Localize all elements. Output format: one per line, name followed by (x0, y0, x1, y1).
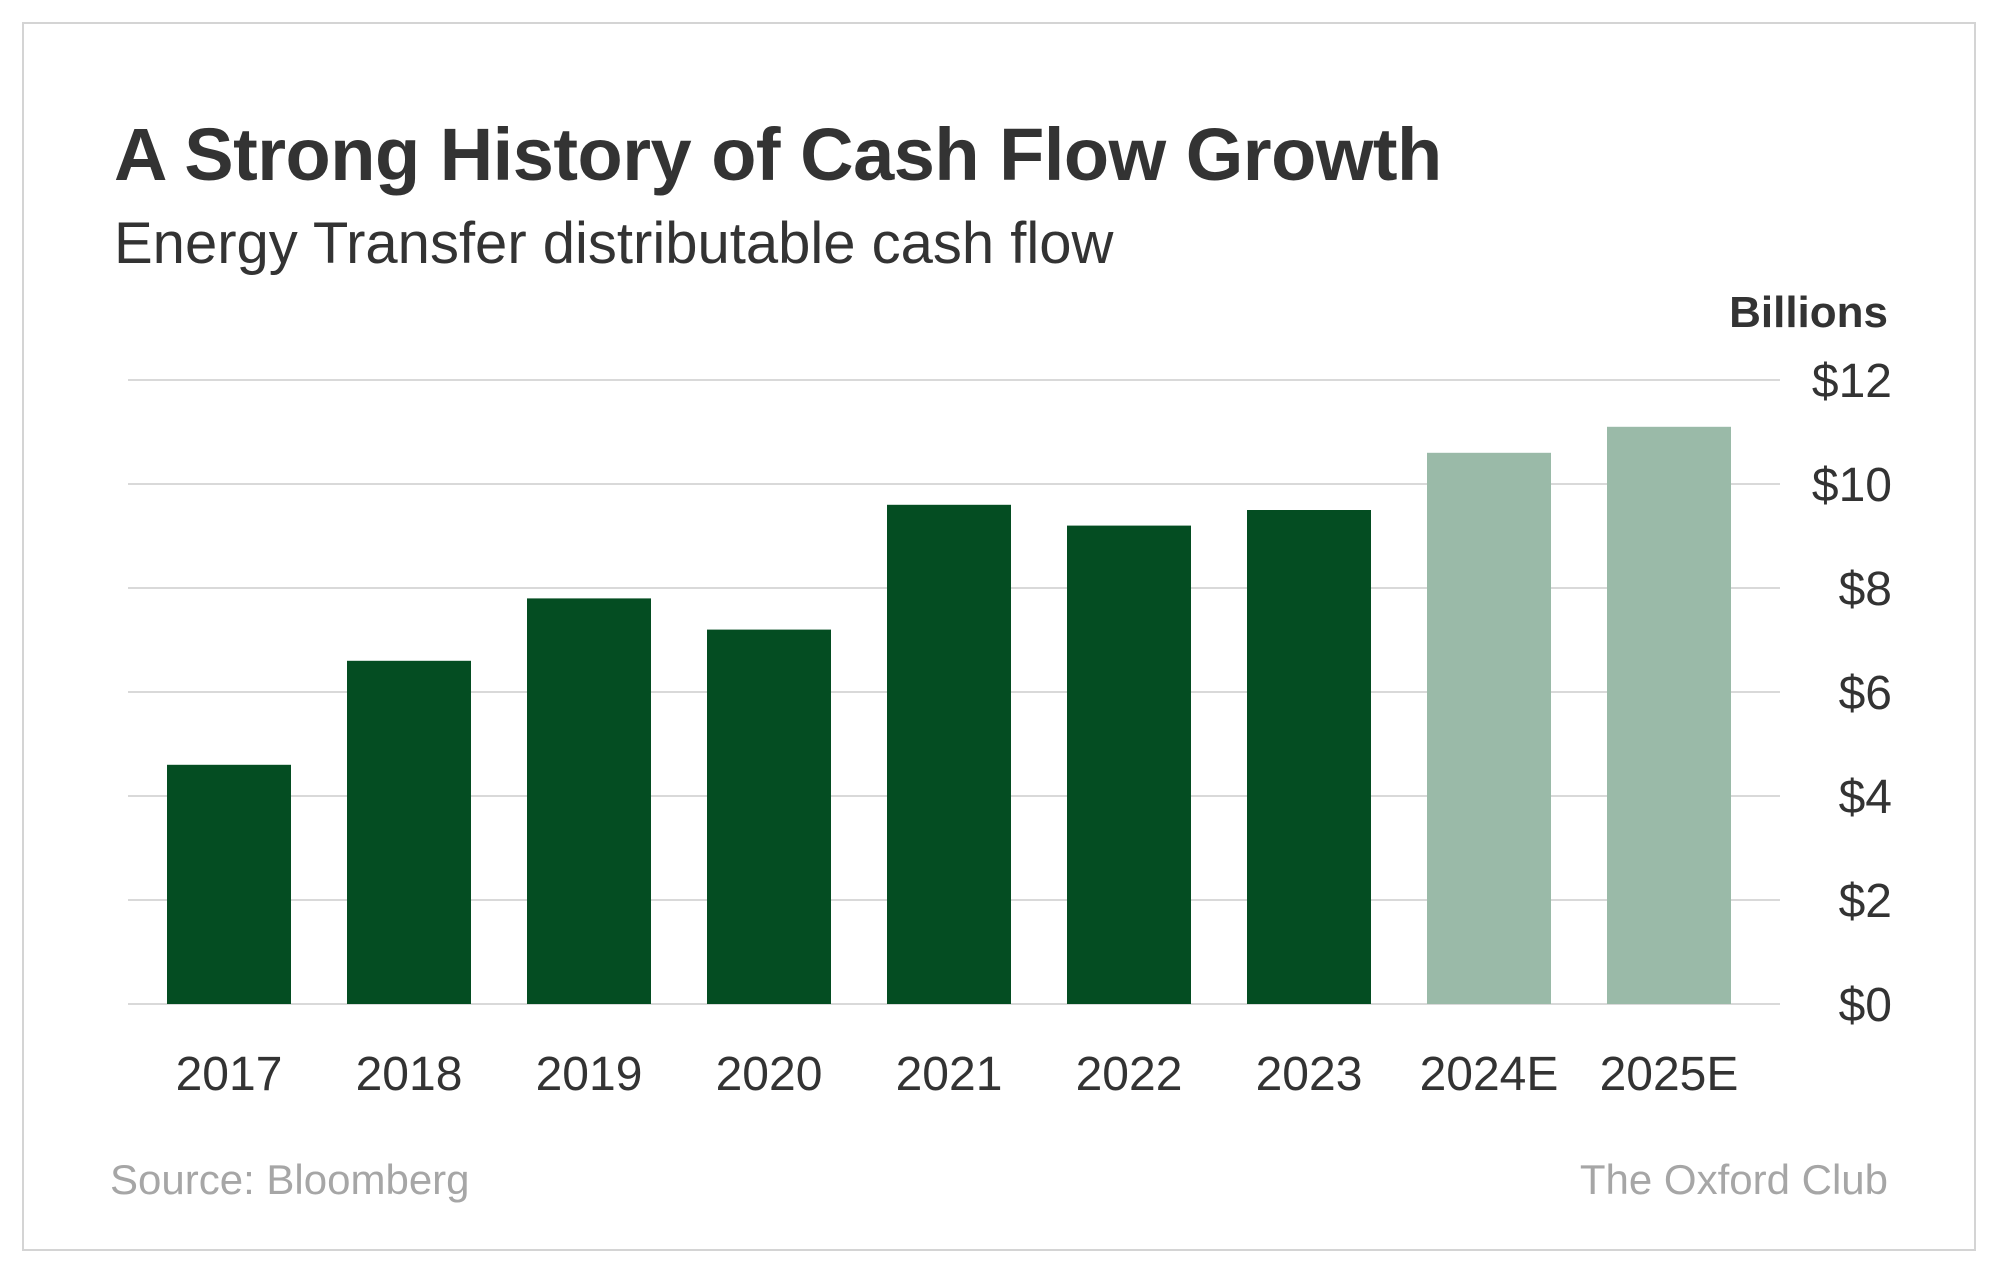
x-tick-label: 2020 (716, 1048, 823, 1101)
x-tick-label: 2022 (1076, 1048, 1183, 1101)
bar-2018 (347, 660, 471, 1004)
bars (167, 426, 1731, 1004)
chart-subtitle: Energy Transfer distributable cash flow (114, 211, 1114, 276)
y-tick-label: $12 (1812, 355, 1892, 408)
bar-2023 (1247, 510, 1371, 1004)
y-axis-unit-label: Billions (1729, 288, 1888, 337)
y-tick-label: $6 (1839, 667, 1892, 720)
x-tick-label: 2019 (536, 1048, 643, 1101)
bar-2019 (527, 598, 651, 1004)
bar-2017 (167, 764, 291, 1004)
brand-credit: The Oxford Club (1579, 1156, 1888, 1203)
y-tick-label: $4 (1839, 771, 1892, 824)
bar-2025e (1607, 426, 1731, 1004)
x-tick-label: 2024E (1420, 1048, 1559, 1101)
y-tick-label: $2 (1839, 875, 1892, 928)
y-tick-labels: $0 $2 $4 $6 $8 $10 $12 (1812, 355, 1892, 1032)
bar-2022 (1067, 525, 1191, 1004)
bar-2024e (1427, 452, 1551, 1004)
bar-2021 (887, 504, 1011, 1004)
x-tick-label: 2021 (896, 1048, 1003, 1101)
x-tick-label: 2018 (356, 1048, 463, 1101)
x-tick-labels: 2017 2018 2019 2020 2021 2022 2023 2024E 2025E (176, 1048, 1739, 1101)
y-tick-label: $0 (1839, 979, 1892, 1032)
source-note: Source: Bloomberg (110, 1156, 470, 1203)
x-tick-label: 2025E (1600, 1048, 1739, 1101)
x-tick-label: 2017 (176, 1048, 283, 1101)
y-tick-label: $8 (1839, 563, 1892, 616)
bar-2020 (707, 629, 831, 1004)
x-tick-label: 2023 (1256, 1048, 1363, 1101)
y-tick-label: $10 (1812, 459, 1892, 512)
chart-title: A Strong History of Cash Flow Growth (114, 113, 1442, 196)
